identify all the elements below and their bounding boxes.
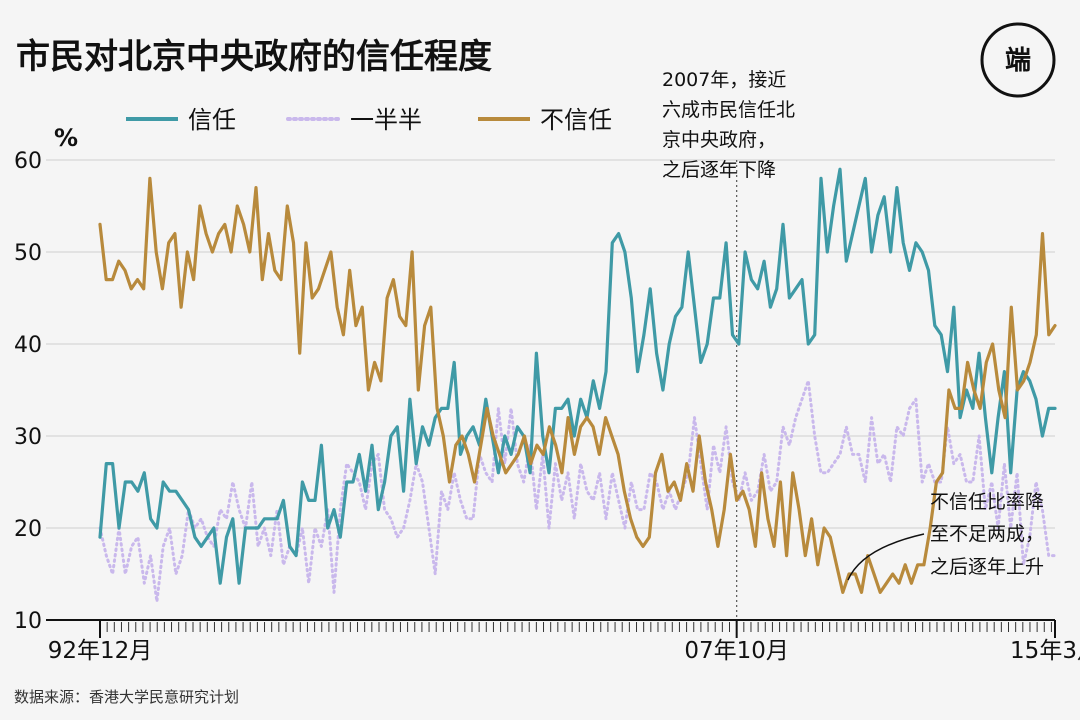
annotation-top-line-3: 京中央政府， (662, 129, 776, 151)
y-tick-label: 40 (14, 333, 42, 358)
legend-label-distrust: 不信任 (540, 106, 612, 134)
logo-circle (980, 22, 1056, 98)
legend-label-trust: 信任 (188, 106, 236, 134)
legend-label-half: 一半半 (350, 106, 422, 134)
annotation-bottom: 不信任比率降 至不足两成， 之后逐年上升 (847, 491, 1044, 581)
x-tick-label: 07年10月 (684, 638, 789, 664)
series-line-half (98, 379, 1057, 604)
y-axis-unit: % (54, 124, 78, 152)
logo-text: 端 (1005, 46, 1031, 76)
annotation-bottom-leader (847, 533, 925, 581)
logo: 端 (980, 22, 1056, 98)
y-tick-label: 60 (14, 149, 42, 174)
x-axis: 92年12月 07年10月 15年3月 (48, 620, 1080, 664)
annotation-top-line-2: 六成市民信任北 (662, 99, 795, 121)
y-axis: 10 20 30 40 50 60 (14, 149, 1055, 634)
series-lines (98, 167, 1057, 604)
source-note: 数据来源：香港大学民意研究计划 (14, 688, 239, 706)
y-tick-label: 30 (14, 425, 42, 450)
annotation-top-line-4: 之后逐年下降 (662, 159, 776, 181)
series-line-distrust (98, 176, 1057, 595)
chart-title: 市民对北京中央政府的信任程度 (16, 37, 492, 77)
series-line-trust (98, 167, 1057, 585)
annotation-top: 2007年，接近 六成市民信任北 京中央政府， 之后逐年下降 (662, 69, 795, 181)
annotation-bottom-line-3: 之后逐年上升 (930, 556, 1044, 578)
annotation-bottom-line-2: 至不足两成， (930, 523, 1044, 545)
annotation-bottom-line-1: 不信任比率降 (930, 491, 1044, 513)
y-tick-label: 20 (14, 517, 42, 542)
x-tick-label: 92年12月 (48, 638, 153, 664)
legend: 信任 一半半 不信任 (126, 106, 612, 134)
y-tick-label: 10 (14, 609, 42, 634)
grid (46, 159, 1055, 529)
y-tick-label: 50 (14, 241, 42, 266)
annotation-top-line-1: 2007年，接近 (662, 69, 786, 91)
x-tick-label: 15年3月 (1010, 638, 1080, 664)
